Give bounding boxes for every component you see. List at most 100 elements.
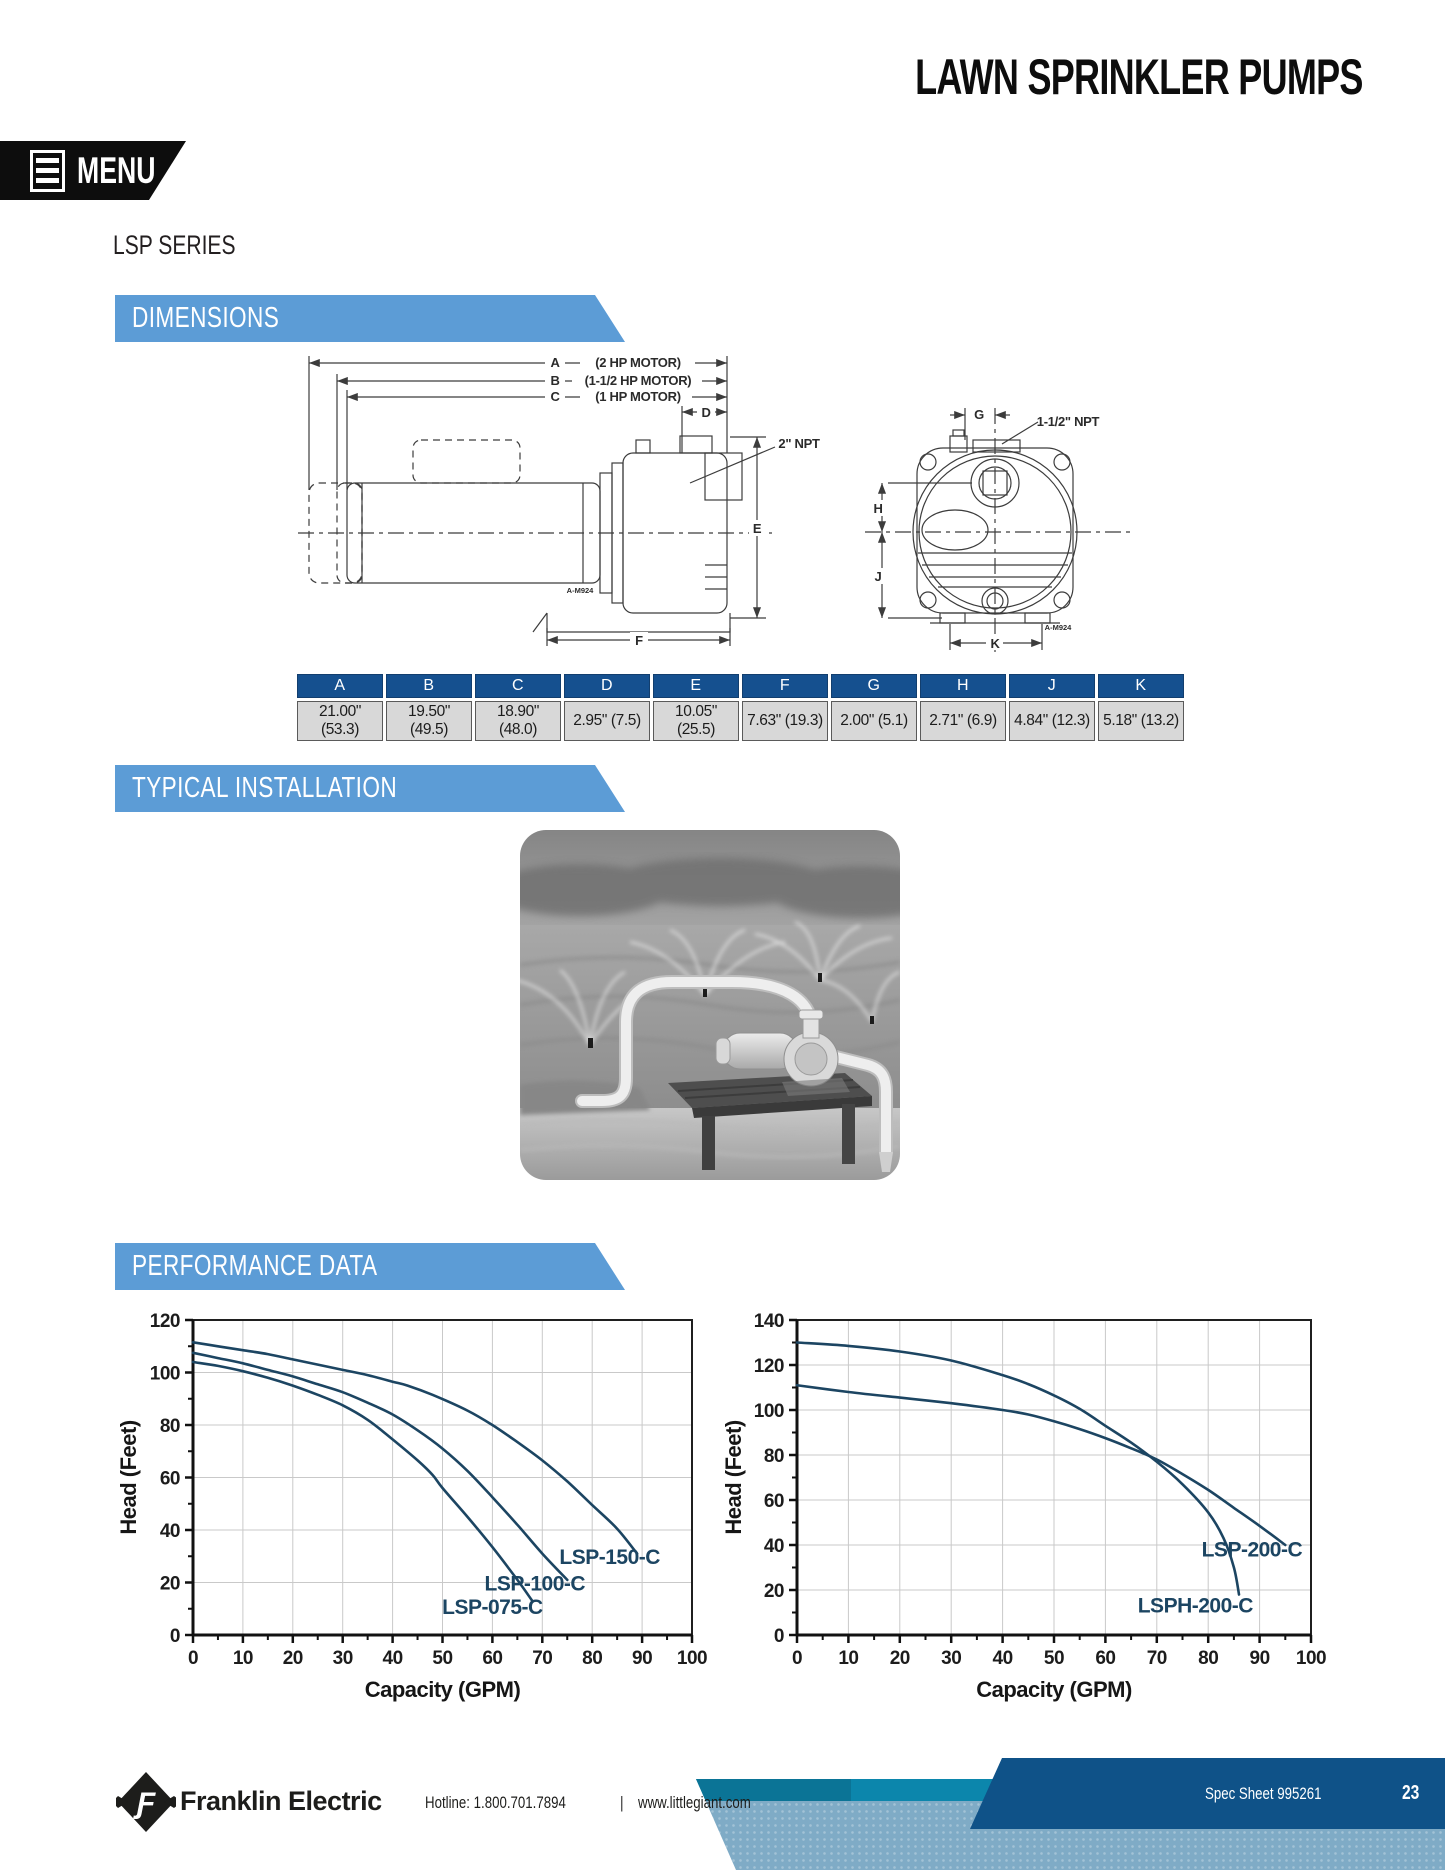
curve-label: LSP-150-C: [559, 1546, 660, 1569]
svg-text:100: 100: [754, 1401, 784, 1422]
svg-text:10: 10: [233, 1648, 253, 1669]
dims-col-value: 4.84" (12.3): [1009, 701, 1095, 741]
svg-text:80: 80: [1198, 1648, 1218, 1669]
hotline-text[interactable]: Hotline: 1.800.701.7894: [425, 1793, 566, 1812]
series-title: LSP SERIES: [113, 230, 236, 260]
dim-label-c: C: [550, 389, 560, 404]
part-ref-side: A-M924: [567, 586, 595, 595]
svg-text:70: 70: [532, 1648, 552, 1669]
svg-text:140: 140: [754, 1311, 784, 1332]
svg-text:60: 60: [1095, 1648, 1115, 1669]
curve-label: LSP-075-C: [442, 1596, 543, 1619]
svg-text:Capacity (GPM): Capacity (GPM): [365, 1677, 521, 1702]
performance-chart-lsp200: 0 10 20 30 40 50 60 70 80 90 100 0 20 40 60 80 100 120 140…: [721, 1311, 1327, 1702]
npt-label-front: 1-1/2" NPT: [1037, 414, 1100, 429]
dims-col-header: A: [297, 674, 383, 698]
dim-label-f: F: [635, 633, 643, 648]
section-banner-performance: PERFORMANCE DATA: [115, 1243, 625, 1290]
motor-label-1hp: (1 HP MOTOR): [595, 389, 680, 404]
dim-label-g: G: [974, 407, 984, 422]
franklin-electric-logo: Ƒ: [116, 1772, 176, 1832]
svg-text:60: 60: [764, 1491, 784, 1512]
dims-col-header: G: [831, 674, 917, 698]
svg-text:10: 10: [838, 1648, 858, 1669]
svg-text:0: 0: [170, 1626, 180, 1647]
svg-text:40: 40: [160, 1521, 180, 1542]
svg-text:30: 30: [941, 1648, 961, 1669]
svg-text:100: 100: [150, 1364, 180, 1385]
dims-col-header: F: [742, 674, 828, 698]
svg-text:Ƒ: Ƒ: [133, 1787, 156, 1820]
svg-text:80: 80: [160, 1416, 180, 1437]
dims-col-value: 5.18" (13.2): [1098, 701, 1184, 741]
dims-col-header: H: [920, 674, 1006, 698]
svg-text:20: 20: [160, 1574, 180, 1595]
svg-text:50: 50: [432, 1648, 452, 1669]
svg-text:70: 70: [1147, 1648, 1167, 1669]
svg-text:40: 40: [764, 1536, 784, 1557]
dims-col-value: 7.63" (19.3): [742, 701, 828, 741]
motor-label-1-5hp: (1-1/2 HP MOTOR): [585, 373, 692, 388]
dimension-drawings: A (2 HP MOTOR) B (1-1/2 HP MOTOR) C (1 H…: [298, 355, 1130, 652]
dims-col-header: C: [475, 674, 561, 698]
dims-col-value: 19.50" (49.5): [386, 701, 472, 741]
svg-text:30: 30: [333, 1648, 353, 1669]
performance-chart-lsp: 0 10 20 30 40 50 60 70 80 90 100 0 20 40 60 80 100 120 Cap…: [116, 1311, 708, 1702]
svg-text:0: 0: [188, 1648, 198, 1669]
curve-label: LSP-200-C: [1202, 1538, 1303, 1561]
page-number: 23: [1402, 1782, 1420, 1804]
dims-col-header: J: [1009, 674, 1095, 698]
svg-text:80: 80: [764, 1446, 784, 1467]
svg-text:40: 40: [993, 1648, 1013, 1669]
dims-col-header: D: [564, 674, 650, 698]
part-ref-front: A-M924: [1045, 623, 1073, 632]
motor-label-2hp: (2 HP MOTOR): [595, 355, 680, 370]
dim-label-d: D: [701, 405, 710, 420]
dims-col-header: E: [653, 674, 739, 698]
svg-text:20: 20: [764, 1581, 784, 1602]
svg-text:90: 90: [632, 1648, 652, 1669]
brand-wordmark: Franklin Electric: [180, 1786, 382, 1816]
dims-col-value: 2.95" (7.5): [564, 701, 650, 741]
svg-text:60: 60: [160, 1469, 180, 1490]
section-banner-installation: TYPICAL INSTALLATION: [115, 765, 625, 812]
npt-label-side: 2" NPT: [778, 436, 820, 451]
dim-label-k: K: [990, 636, 1000, 651]
svg-text:120: 120: [754, 1356, 784, 1377]
svg-text:120: 120: [150, 1311, 180, 1332]
dim-label-e: E: [753, 521, 762, 536]
dim-label-h: H: [873, 501, 882, 516]
svg-text:0: 0: [792, 1648, 802, 1669]
svg-text:90: 90: [1250, 1648, 1270, 1669]
svg-text:80: 80: [582, 1648, 602, 1669]
dims-col-value: 10.05" (25.5): [653, 701, 739, 741]
installation-illustration: [520, 830, 900, 1180]
website-link[interactable]: www.littlegiant.com: [637, 1793, 751, 1812]
section-banner-dimensions: DIMENSIONS: [115, 295, 625, 342]
page-title: LAWN SPRINKLER PUMPS: [915, 49, 1363, 105]
dims-col-header: K: [1098, 674, 1184, 698]
dims-col-header: B: [386, 674, 472, 698]
dims-col-value: 2.00" (5.1): [831, 701, 917, 741]
dim-label-a: A: [550, 355, 560, 370]
svg-text:60: 60: [482, 1648, 502, 1669]
dims-col-value: 18.90" (48.0): [475, 701, 561, 741]
spec-sheet-number: Spec Sheet 995261: [1205, 1783, 1322, 1803]
dims-col-value: 21.00" (53.3): [297, 701, 383, 741]
svg-text:Head (Feet): Head (Feet): [116, 1420, 141, 1534]
svg-text:0: 0: [774, 1626, 784, 1647]
svg-text:100: 100: [677, 1648, 707, 1669]
curve-label: LSPH-200-C: [1138, 1595, 1254, 1618]
menu-button[interactable]: MENU: [0, 141, 186, 200]
svg-text:Head (Feet): Head (Feet): [721, 1420, 746, 1534]
menu-label: MENU: [77, 149, 156, 191]
svg-text:50: 50: [1044, 1648, 1064, 1669]
svg-text:20: 20: [890, 1648, 910, 1669]
svg-text:40: 40: [383, 1648, 403, 1669]
contact-separator: |: [619, 1793, 624, 1812]
footer-navy-band: Spec Sheet 995261 23: [970, 1758, 1445, 1829]
curve-label: LSP-100-C: [485, 1572, 586, 1595]
svg-text:Capacity (GPM): Capacity (GPM): [976, 1677, 1132, 1702]
